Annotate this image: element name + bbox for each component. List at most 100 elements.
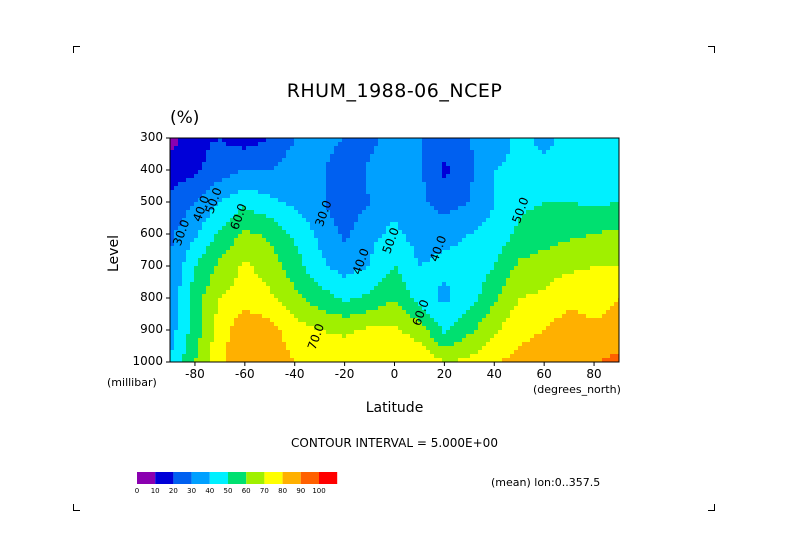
contour-cell <box>182 190 187 195</box>
contour-cell <box>478 186 483 191</box>
contour-cell <box>418 202 423 207</box>
contour-cell <box>490 186 495 191</box>
contour-cell <box>378 182 383 187</box>
contour-cell <box>358 158 363 163</box>
contour-cell <box>498 290 503 295</box>
contour-cell <box>222 282 227 287</box>
contour-cell <box>502 210 507 215</box>
contour-cell <box>518 290 523 295</box>
contour-cell <box>346 274 351 279</box>
contour-cell <box>318 146 323 151</box>
contour-cell <box>414 218 419 223</box>
contour-cell <box>514 238 519 243</box>
contour-cell <box>474 202 479 207</box>
contour-cell <box>414 246 419 251</box>
contour-cell <box>498 222 503 227</box>
contour-cell <box>226 350 231 355</box>
contour-cell <box>170 306 175 311</box>
contour-cell <box>362 174 367 179</box>
contour-cell <box>490 282 495 287</box>
contour-cell <box>430 182 435 187</box>
contour-cell <box>438 306 443 311</box>
contour-cell <box>366 142 371 147</box>
contour-cell <box>198 266 203 271</box>
contour-cell <box>306 198 311 203</box>
contour-cell <box>470 166 475 171</box>
contour-cell <box>498 278 503 283</box>
contour-cell <box>310 154 315 159</box>
contour-cell <box>402 178 407 183</box>
contour-cell <box>410 222 415 227</box>
contour-cell <box>238 250 243 255</box>
contour-cell <box>334 286 339 291</box>
contour-cell <box>358 278 363 283</box>
contour-cell <box>382 234 387 239</box>
contour-cell <box>426 310 431 315</box>
contour-cell <box>254 186 259 191</box>
contour-cell <box>414 230 419 235</box>
contour-cell <box>430 178 435 183</box>
contour-cell <box>242 230 247 235</box>
contour-cell <box>298 162 303 167</box>
contour-cell <box>422 358 427 363</box>
contour-cell <box>302 146 307 151</box>
contour-cell <box>310 170 315 175</box>
contour-cell <box>190 346 195 351</box>
contour-cell <box>266 278 271 283</box>
contour-cell <box>346 194 351 199</box>
contour-cell <box>314 242 319 247</box>
contour-cell <box>370 278 375 283</box>
contour-cell <box>294 326 299 331</box>
contour-cell <box>410 334 415 339</box>
contour-cell <box>230 190 235 195</box>
contour-cell <box>406 254 411 259</box>
contour-cell <box>254 210 259 215</box>
contour-cell <box>270 138 275 143</box>
contour-cell <box>498 282 503 287</box>
contour-cell <box>442 166 447 171</box>
contour-cell <box>314 314 319 319</box>
contour-cell <box>302 298 307 303</box>
contour-cell <box>226 274 231 279</box>
contour-cell <box>282 262 287 267</box>
contour-cell <box>186 174 191 179</box>
contour-cell <box>382 314 387 319</box>
contour-cell <box>434 322 439 327</box>
contour-cell <box>370 358 375 363</box>
contour-cell <box>170 222 175 227</box>
contour-cell <box>346 338 351 343</box>
contour-cell <box>222 246 227 251</box>
contour-cell <box>522 234 527 239</box>
contour-cell <box>390 234 395 239</box>
contour-cell <box>322 294 327 299</box>
contour-cell <box>182 162 187 167</box>
contour-cell <box>302 214 307 219</box>
contour-cell <box>382 150 387 155</box>
contour-cell <box>234 234 239 239</box>
contour-cell <box>430 322 435 327</box>
contour-cell <box>294 214 299 219</box>
contour-cell <box>498 146 503 151</box>
contour-cell <box>446 242 451 247</box>
contour-cell <box>254 322 259 327</box>
contour-cell <box>170 174 175 179</box>
contour-cell <box>482 282 487 287</box>
contour-cell <box>438 250 443 255</box>
contour-cell <box>198 194 203 199</box>
contour-cell <box>446 186 451 191</box>
contour-cell <box>230 138 235 143</box>
contour-cell <box>266 178 271 183</box>
contour-cell <box>234 330 239 335</box>
contour-cell <box>386 166 391 171</box>
contour-cell <box>262 170 267 175</box>
contour-cell <box>482 246 487 251</box>
contour-cell <box>494 186 499 191</box>
contour-cell <box>446 278 451 283</box>
contour-cell <box>262 254 267 259</box>
contour-cell <box>186 250 191 255</box>
contour-cell <box>234 142 239 147</box>
contour-cell <box>514 234 519 239</box>
contour-cell <box>382 274 387 279</box>
contour-cell <box>314 174 319 179</box>
contour-cell <box>326 266 331 271</box>
